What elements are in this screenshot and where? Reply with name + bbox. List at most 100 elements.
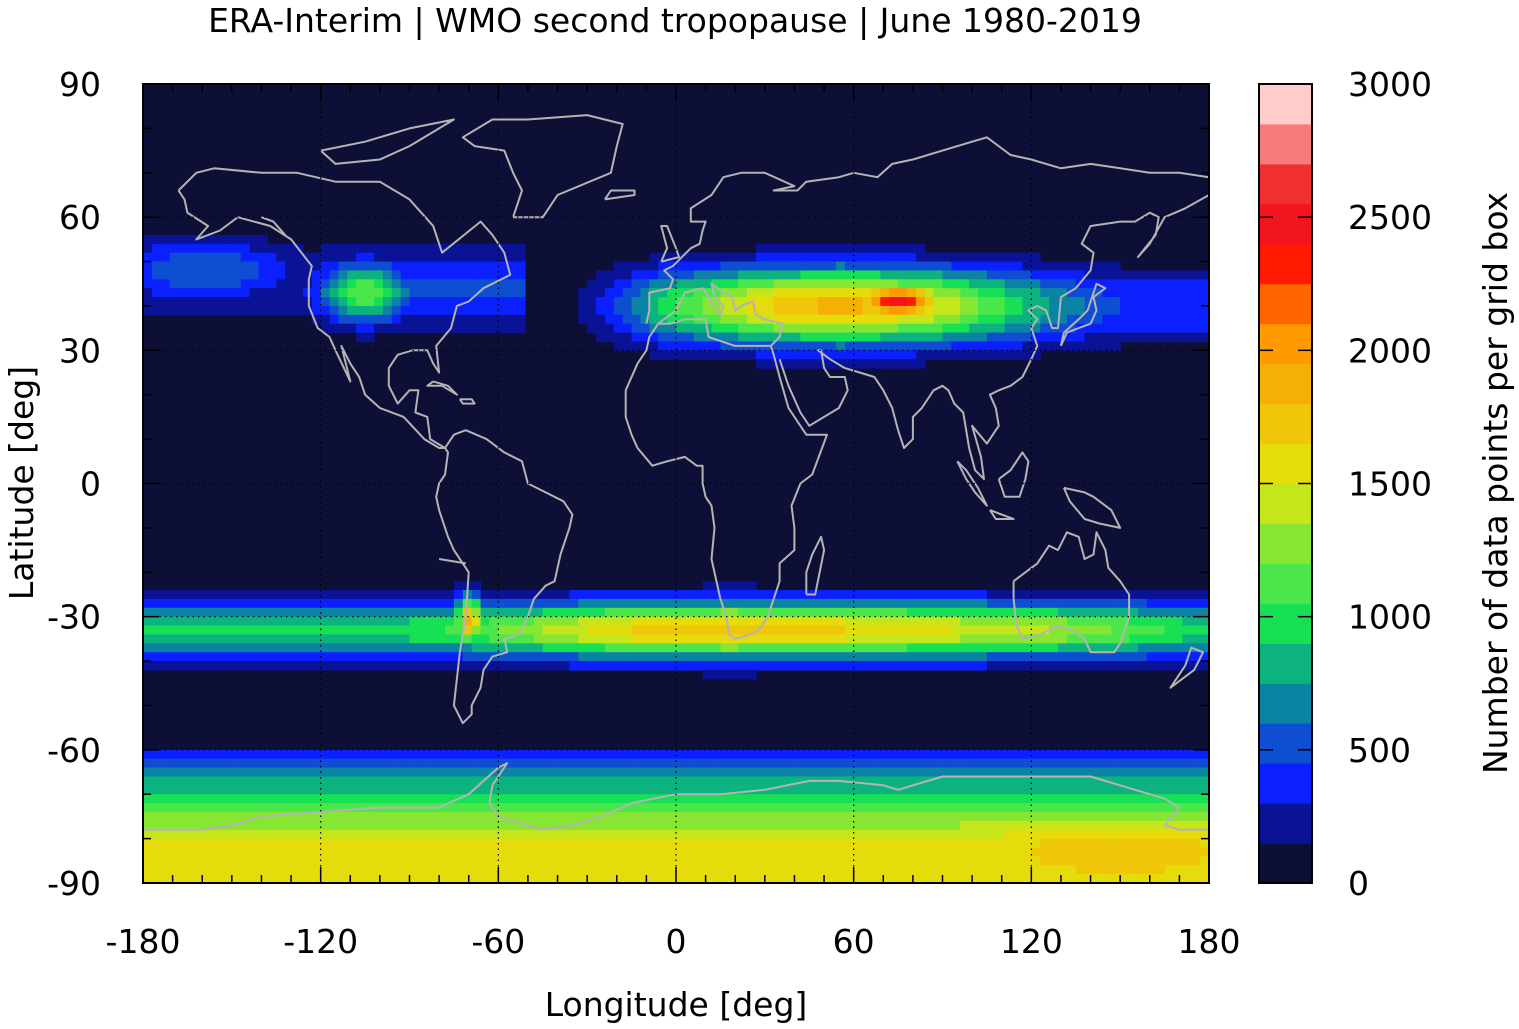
heatmap-cell	[418, 874, 428, 883]
heatmap-cell	[906, 652, 917, 662]
heatmap-cell	[986, 261, 997, 272]
heatmap-cell	[818, 261, 828, 272]
heatmap-cell	[640, 767, 650, 778]
heatmap-cell	[560, 794, 570, 804]
heatmap-cell	[427, 767, 437, 778]
heatmap-cell	[409, 314, 419, 325]
heatmap-cell	[169, 856, 180, 866]
heatmap-cell	[995, 297, 1006, 307]
heatmap-cell	[898, 359, 908, 369]
heatmap-cell	[862, 279, 873, 289]
heatmap-cell	[729, 323, 739, 334]
heatmap-cell	[649, 598, 659, 609]
heatmap-cell	[684, 829, 695, 840]
heatmap-cell	[1022, 261, 1032, 272]
heatmap-cell	[906, 847, 917, 857]
heatmap-cell	[320, 803, 331, 813]
heatmap-cell	[693, 643, 704, 653]
heatmap-cell	[560, 803, 570, 813]
heatmap-cell	[1146, 634, 1157, 644]
heatmap-cell	[693, 865, 704, 875]
heatmap-cell	[462, 243, 473, 254]
heatmap-cell	[604, 838, 615, 849]
heatmap-cell	[1155, 314, 1166, 325]
heatmap-cell	[622, 803, 633, 813]
heatmap-cell	[1102, 607, 1112, 618]
heatmap-cell	[533, 643, 544, 653]
heatmap-cell	[1013, 261, 1024, 272]
heatmap-cell	[231, 288, 242, 298]
heatmap-cell	[622, 643, 633, 653]
heatmap-cell	[542, 794, 553, 804]
heatmap-cell	[782, 279, 793, 289]
heatmap-cell	[684, 341, 695, 351]
heatmap-cell	[720, 785, 730, 795]
heatmap-cell	[524, 865, 535, 875]
heatmap-cell	[924, 590, 935, 600]
heatmap-cell	[738, 314, 748, 325]
heatmap-cell	[1004, 270, 1015, 280]
heatmap-cell	[356, 590, 366, 600]
heatmap-cell	[151, 758, 162, 769]
heatmap-cell	[365, 643, 375, 653]
heatmap-cell	[1004, 323, 1015, 334]
heatmap-cell	[978, 874, 988, 883]
heatmap-cell	[205, 607, 215, 618]
heatmap-cell	[809, 279, 819, 289]
heatmap-cell	[906, 634, 917, 644]
heatmap-cell	[667, 270, 677, 280]
heatmap-cell	[844, 643, 855, 653]
heatmap-cell	[809, 652, 819, 662]
colorbar-tick-label: 1500	[1348, 465, 1432, 504]
heatmap-cell	[320, 243, 331, 254]
heatmap-cell	[684, 634, 695, 644]
heatmap-cell	[1146, 279, 1157, 289]
heatmap-cell	[924, 297, 935, 307]
heatmap-cell	[445, 305, 455, 316]
heatmap-cell	[1022, 856, 1032, 866]
heatmap-cell	[258, 794, 268, 804]
heatmap-cell	[986, 350, 997, 360]
heatmap-cell	[684, 776, 695, 786]
heatmap-cell	[667, 776, 677, 786]
heatmap-cell	[995, 803, 1006, 813]
heatmap-cell	[1031, 332, 1041, 343]
heatmap-cell	[347, 767, 357, 778]
heatmap-cell	[1137, 749, 1148, 760]
heatmap-cell	[373, 652, 384, 662]
heatmap-cell	[418, 279, 428, 289]
heatmap-cell	[311, 652, 322, 662]
heatmap-cell	[791, 811, 801, 822]
heatmap-cell	[178, 261, 189, 272]
heatmap-cell	[889, 838, 899, 849]
heatmap-cell	[827, 785, 837, 795]
heatmap-cell	[738, 794, 748, 804]
heatmap-cell	[471, 811, 482, 822]
heatmap-cell	[151, 865, 162, 875]
heatmap-cell	[205, 598, 215, 609]
heatmap-cell	[871, 590, 881, 600]
heatmap-cell	[1137, 794, 1148, 804]
heatmap-cell	[702, 669, 713, 680]
heatmap-cell	[1075, 758, 1086, 769]
heatmap-cell	[196, 794, 206, 804]
heatmap-cell	[302, 261, 313, 272]
heatmap-cell	[1040, 829, 1050, 840]
heatmap-cell	[613, 288, 624, 298]
heatmap-cell	[1013, 323, 1024, 334]
heatmap-cell	[551, 811, 562, 822]
heatmap-cell	[1146, 661, 1157, 671]
heatmap-cell	[640, 794, 650, 804]
heatmap-cell	[231, 297, 242, 307]
heatmap-cell	[1040, 270, 1050, 280]
heatmap-cell	[942, 785, 952, 795]
heatmap-cell	[178, 785, 189, 795]
heatmap-cell	[702, 616, 713, 627]
heatmap-cell	[551, 625, 562, 636]
heatmap-cell	[738, 297, 748, 307]
heatmap-cell	[676, 341, 686, 351]
heatmap-cell	[267, 252, 277, 263]
heatmap-cell	[507, 749, 517, 760]
heatmap-cell	[720, 350, 730, 360]
heatmap-cell	[844, 590, 855, 600]
